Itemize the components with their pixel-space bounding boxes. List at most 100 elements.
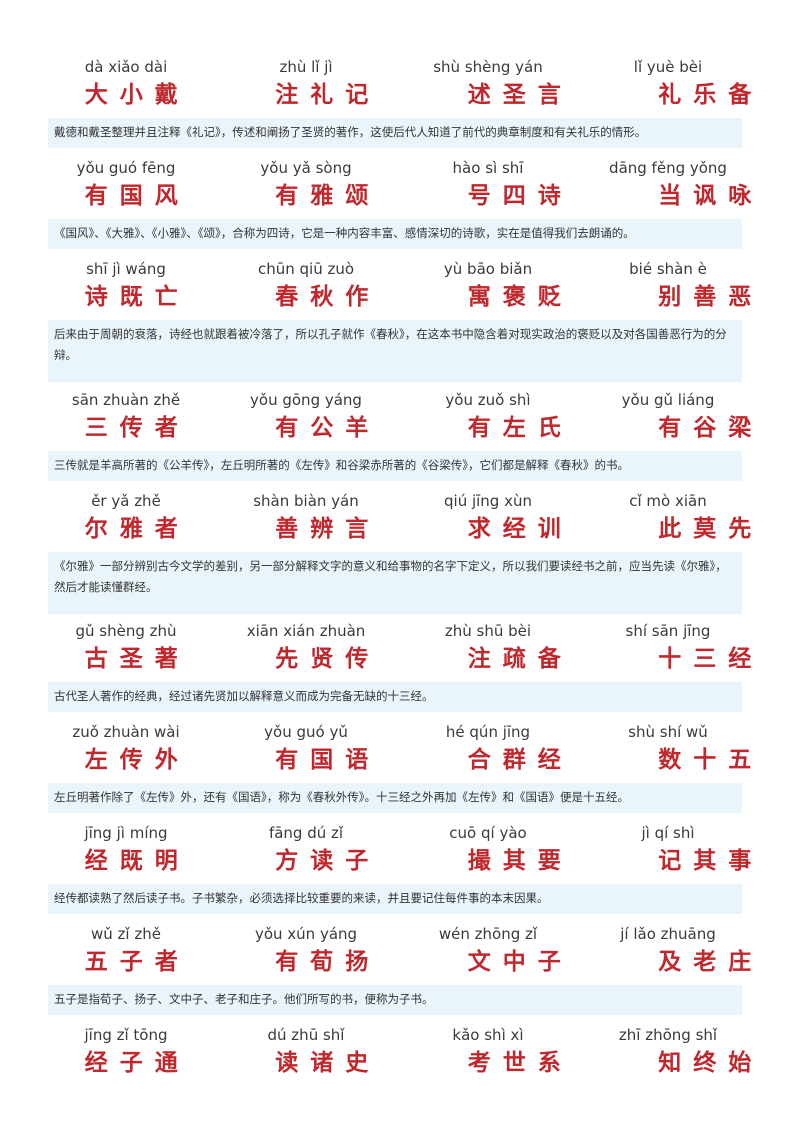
hanzi-text: 有谷梁 bbox=[658, 415, 764, 441]
pinyin-text: shí sān jīng bbox=[625, 622, 711, 640]
hanzi-text: 善辨言 bbox=[275, 516, 381, 542]
hanzi-text: 此莫先 bbox=[658, 516, 764, 542]
verse-block: jīng jì míng fāng dú zǐ cuō qí yào jì qí sh… bbox=[0, 822, 800, 878]
pinyin-text: yǒu guó yǔ bbox=[264, 723, 348, 741]
hanzi-text: 礼乐备 bbox=[658, 82, 764, 108]
hanzi-row: 经子通 读诸史 考世系 知终始 bbox=[0, 1046, 800, 1080]
verse-block: gǔ shèng zhù xiān xián zhuàn zhù shū bèi sh… bbox=[0, 620, 800, 676]
pinyin-row: yǒu guó fēng yǒu yǎ sòng hào sì shī dāng fě… bbox=[0, 157, 800, 179]
hanzi-text: 古圣著 bbox=[84, 646, 190, 672]
hanzi-text: 考世系 bbox=[467, 1050, 573, 1076]
pinyin-text: zhù lǐ jì bbox=[279, 58, 333, 76]
hanzi-text: 知终始 bbox=[658, 1050, 764, 1076]
verse-block: yǒu guó fēng yǒu yǎ sòng hào sì shī dāng fě… bbox=[0, 157, 800, 213]
pinyin-text: xiān xián zhuàn bbox=[246, 622, 366, 640]
hanzi-text: 注疏备 bbox=[467, 646, 573, 672]
hanzi-row: 大小戴 注礼记 述圣言 礼乐备 bbox=[0, 78, 800, 112]
explanation-note: 后来由于周朝的衰落，诗经也就跟着被冷落了，所以孔子就作《春秋》，在这本书中隐含着… bbox=[48, 320, 742, 382]
pinyin-text: yǒu yǎ sòng bbox=[260, 159, 352, 177]
hanzi-text: 号四诗 bbox=[467, 183, 573, 209]
hanzi-text: 读诸史 bbox=[275, 1050, 381, 1076]
hanzi-text: 有国风 bbox=[84, 183, 190, 209]
verse-block: ěr yǎ zhě shàn biàn yán qiú jīng xùn cǐ mò … bbox=[0, 490, 800, 546]
pinyin-text: shù shèng yán bbox=[433, 58, 543, 76]
pinyin-text: zhù shū bèi bbox=[444, 622, 532, 640]
hanzi-text: 及老庄 bbox=[658, 949, 764, 975]
explanation-note: 《国风》、《大雅》、《小雅》、《颂》，合称为四诗，它是一种内容丰富、感情深切的诗… bbox=[48, 219, 742, 249]
verse-block: dà xiǎo dài zhù lǐ jì shù shèng yán lǐ yuè … bbox=[0, 56, 800, 112]
pinyin-row: sān zhuàn zhě yǒu gōng yáng yǒu zuǒ shì yǒu… bbox=[0, 389, 800, 411]
pinyin-row: shī jì wáng chūn qiū zuò yù bāo biǎn bié sh… bbox=[0, 258, 800, 280]
pinyin-text: lǐ yuè bèi bbox=[633, 58, 703, 76]
explanation-note: 三传就是羊高所著的《公羊传》，左丘明所著的《左传》和谷梁赤所著的《谷梁传》，它们… bbox=[48, 451, 742, 481]
pinyin-text: jì qí shì bbox=[641, 824, 695, 842]
pinyin-text: bié shàn è bbox=[629, 260, 707, 278]
pinyin-text: cuō qí yào bbox=[449, 824, 527, 842]
hanzi-text: 注礼记 bbox=[275, 82, 381, 108]
hanzi-text: 寓褒贬 bbox=[467, 284, 573, 310]
hanzi-text: 有雅颂 bbox=[275, 183, 381, 209]
verse-block: shī jì wáng chūn qiū zuò yù bāo biǎn bié sh… bbox=[0, 258, 800, 314]
hanzi-text: 有国语 bbox=[275, 747, 381, 773]
pinyin-row: gǔ shèng zhù xiān xián zhuàn zhù shū bèi sh… bbox=[0, 620, 800, 642]
pinyin-text: zuǒ zhuàn wài bbox=[72, 723, 180, 741]
hanzi-text: 左传外 bbox=[84, 747, 190, 773]
explanation-note: 五子是指荀子、扬子、文中子、老子和庄子。他们所写的书，便称为子书。 bbox=[48, 985, 742, 1015]
explanation-note: 古代圣人著作的经典，经过诸先贤加以解释意义而成为完备无缺的十三经。 bbox=[48, 682, 742, 712]
hanzi-row: 有国风 有雅颂 号四诗 当讽咏 bbox=[0, 179, 800, 213]
pinyin-text: yǒu guó fēng bbox=[76, 159, 176, 177]
pinyin-text: yù bāo biǎn bbox=[443, 260, 533, 278]
pinyin-text: yǒu zuǒ shì bbox=[445, 391, 531, 409]
explanation-note: 左丘明著作除了《左传》外，还有《国语》，称为《春秋外传》。十三经之外再加《左传》… bbox=[48, 783, 742, 813]
pinyin-text: dà xiǎo dài bbox=[84, 58, 168, 76]
verse-block: sān zhuàn zhě yǒu gōng yáng yǒu zuǒ shì yǒu… bbox=[0, 389, 800, 445]
pinyin-text: yǒu xún yáng bbox=[254, 925, 358, 943]
pinyin-text: fāng dú zǐ bbox=[268, 824, 344, 842]
pinyin-text: chūn qiū zuò bbox=[257, 260, 355, 278]
hanzi-text: 经子通 bbox=[84, 1050, 190, 1076]
pinyin-text: wén zhōng zǐ bbox=[438, 925, 538, 943]
hanzi-text: 诗既亡 bbox=[84, 284, 190, 310]
hanzi-row: 经既明 方读子 撮其要 记其事 bbox=[0, 844, 800, 878]
hanzi-text: 有公羊 bbox=[275, 415, 381, 441]
explanation-note: 《尔雅》一部分辨别古今文学的差别，另一部分解释文字的意义和给事物的名字下定义，所… bbox=[48, 552, 742, 614]
verse-block: zuǒ zhuàn wài yǒu guó yǔ hé qún jīng shù sh… bbox=[0, 721, 800, 777]
pinyin-row: jīng zǐ tōng dú zhū shǐ kǎo shì xì zhī zhōn… bbox=[0, 1024, 800, 1046]
hanzi-text: 春秋作 bbox=[275, 284, 381, 310]
pinyin-text: kǎo shì xì bbox=[452, 1026, 524, 1044]
pinyin-text: shù shí wǔ bbox=[628, 723, 708, 741]
hanzi-text: 十三经 bbox=[658, 646, 764, 672]
hanzi-row: 五子者 有荀扬 文中子 及老庄 bbox=[0, 945, 800, 979]
pinyin-text: yǒu gōng yáng bbox=[250, 391, 362, 409]
explanation-note: 戴德和戴圣整理并且注释《礼记》，传述和阐扬了圣贤的著作，这使后代人知道了前代的典… bbox=[48, 118, 742, 148]
hanzi-row: 古圣著 先贤传 注疏备 十三经 bbox=[0, 642, 800, 676]
pinyin-text: jīng jì míng bbox=[84, 824, 168, 842]
hanzi-text: 经既明 bbox=[84, 848, 190, 874]
pinyin-text: shī jì wáng bbox=[86, 260, 166, 278]
pinyin-row: wǔ zǐ zhě yǒu xún yáng wén zhōng zǐ jí lǎo … bbox=[0, 923, 800, 945]
hanzi-text: 大小戴 bbox=[84, 82, 190, 108]
hanzi-row: 诗既亡 春秋作 寓褒贬 别善恶 bbox=[0, 280, 800, 314]
hanzi-text: 数十五 bbox=[658, 747, 764, 773]
pinyin-row: zuǒ zhuàn wài yǒu guó yǔ hé qún jīng shù sh… bbox=[0, 721, 800, 743]
hanzi-text: 有左氏 bbox=[467, 415, 573, 441]
pinyin-row: ěr yǎ zhě shàn biàn yán qiú jīng xùn cǐ mò … bbox=[0, 490, 800, 512]
hanzi-text: 撮其要 bbox=[467, 848, 573, 874]
hanzi-text: 合群经 bbox=[467, 747, 573, 773]
pinyin-text: zhī zhōng shǐ bbox=[618, 1026, 718, 1044]
pinyin-row: jīng jì míng fāng dú zǐ cuō qí yào jì qí sh… bbox=[0, 822, 800, 844]
pinyin-text: hào sì shī bbox=[452, 159, 524, 177]
hanzi-text: 求经训 bbox=[467, 516, 573, 542]
pinyin-text: ěr yǎ zhě bbox=[91, 492, 161, 510]
pinyin-text: jīng zǐ tōng bbox=[84, 1026, 168, 1044]
pinyin-text: yǒu gǔ liáng bbox=[621, 391, 715, 409]
pinyin-text: wǔ zǐ zhě bbox=[91, 925, 161, 943]
pinyin-text: cǐ mò xiān bbox=[629, 492, 707, 510]
hanzi-text: 先贤传 bbox=[275, 646, 381, 672]
hanzi-row: 左传外 有国语 合群经 数十五 bbox=[0, 743, 800, 777]
hanzi-text: 五子者 bbox=[84, 949, 190, 975]
hanzi-row: 三传者 有公羊 有左氏 有谷梁 bbox=[0, 411, 800, 445]
hanzi-row: 尔雅者 善辨言 求经训 此莫先 bbox=[0, 512, 800, 546]
verse-block: jīng zǐ tōng dú zhū shǐ kǎo shì xì zhī zhōn… bbox=[0, 1024, 800, 1080]
pinyin-text: hé qún jīng bbox=[445, 723, 531, 741]
